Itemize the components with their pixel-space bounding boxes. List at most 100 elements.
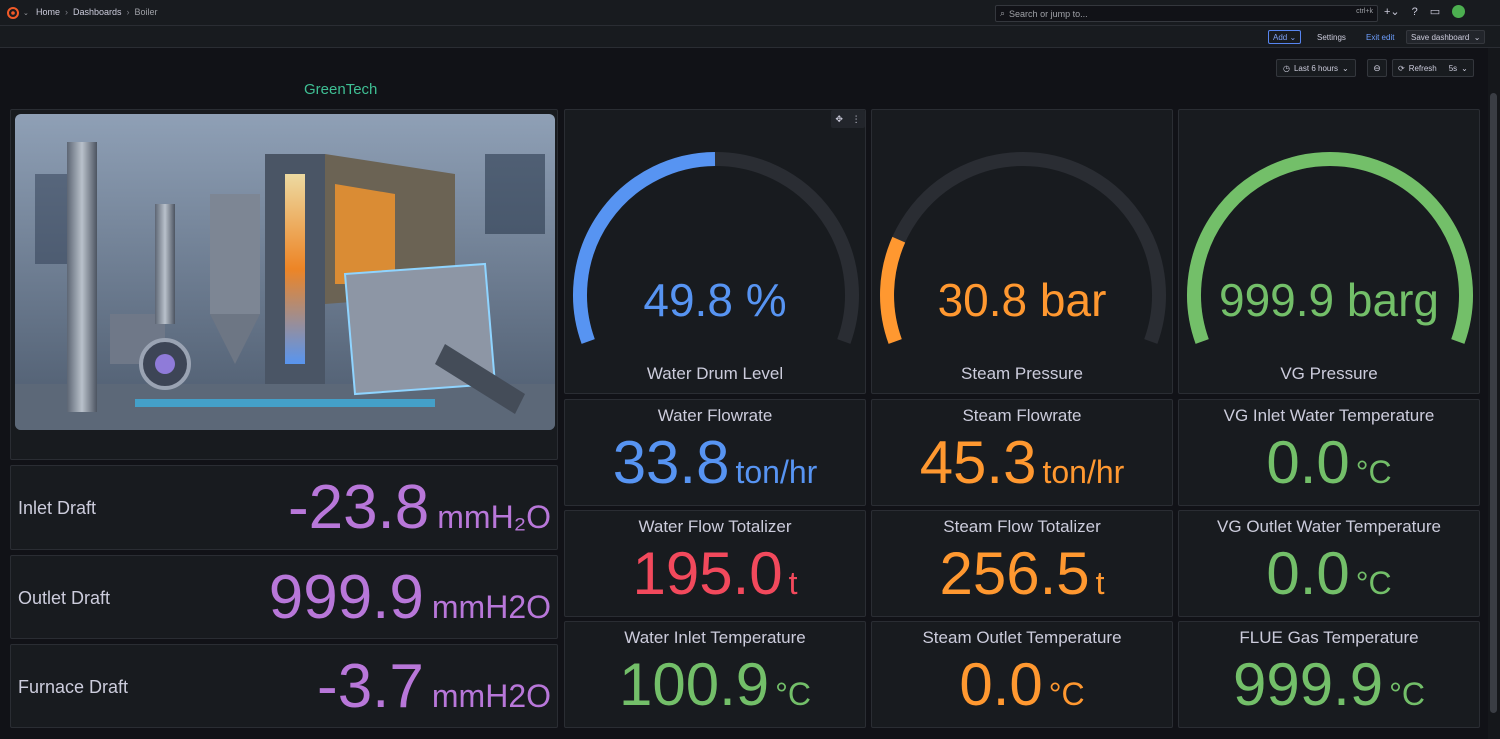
stat-value: 45.3 ton/hr	[872, 428, 1172, 497]
search-icon: ⌕	[1000, 8, 1006, 18]
stat-panel[interactable]: Steam Flow Totalizer 256.5 t	[871, 510, 1173, 617]
stat-value: 100.9 °C	[565, 650, 865, 719]
chevron-down-icon: ⌄	[1342, 63, 1349, 73]
news-icon[interactable]: ▭	[1429, 6, 1441, 18]
stat-panel[interactable]: FLUE Gas Temperature 999.9 °C	[1178, 621, 1480, 728]
draft-label: Outlet Draft	[18, 588, 111, 608]
stat-panel[interactable]: VG Outlet Water Temperature 0.0 °C	[1178, 510, 1480, 617]
draft-number: -23.8	[287, 473, 430, 542]
clock-icon: ◷	[1283, 63, 1290, 73]
grafana-logo-icon	[7, 7, 19, 19]
gauge-number: 49.8	[643, 274, 733, 326]
refresh-button[interactable]: ⟳ Refresh 5s ⌄	[1392, 59, 1474, 77]
gauge-value: 30.8 bar	[872, 273, 1172, 327]
search-shortcut: ctrl+k	[1356, 8, 1373, 15]
stat-title: Steam Outlet Temperature	[922, 628, 1122, 647]
time-range-label: Last 6 hours	[1293, 63, 1339, 73]
gauge-unit: barg	[1346, 274, 1439, 326]
brand-text: GreenTech	[304, 81, 378, 94]
stat-unit: ton/hr	[1042, 454, 1125, 490]
stat-value: 0.0 °C	[1179, 539, 1479, 608]
stat-value: 0.0 °C	[872, 650, 1172, 719]
breadcrumb: Home › Dashboards › Boiler	[36, 7, 158, 17]
gauge-svg	[1187, 151, 1473, 344]
save-label: Save dashboard	[1411, 32, 1470, 42]
top-right-icons: +⌄ ? ▭	[1384, 5, 1466, 18]
gauge-arc	[573, 152, 716, 344]
stat-value: 999.9 °C	[1179, 650, 1479, 719]
gauge-arc	[880, 236, 906, 344]
dashboard-toolbar	[0, 26, 1500, 48]
breadcrumb-home[interactable]: Home	[36, 7, 61, 17]
gauge-value: 999.9 barg	[1179, 273, 1479, 327]
avatar[interactable]	[1452, 5, 1466, 18]
gauge-title: Water Drum Level	[646, 364, 784, 383]
gauge-arc	[1187, 151, 1473, 344]
grafana-logo[interactable]: ⌄	[6, 6, 29, 20]
stat-title: VG Inlet Water Temperature	[1223, 406, 1435, 425]
boiler-illustration	[15, 114, 555, 430]
time-range-picker[interactable]: ◷ Last 6 hours ⌄	[1276, 59, 1356, 77]
plus-icon[interactable]: +⌄	[1384, 6, 1400, 18]
stat-number: 0.0	[959, 651, 1043, 718]
stat-panel[interactable]: Water Flow Totalizer 195.0 t	[564, 510, 866, 617]
draft-number: -3.7	[317, 652, 424, 721]
stat-panel[interactable]: Water Flowrate 33.8 ton/hr	[564, 399, 866, 506]
stat-panel[interactable]: Water Inlet Temperature 100.9 °C	[564, 621, 866, 728]
draft-value: -3.7 mmH2O	[317, 651, 551, 722]
stat-number: 33.8	[612, 429, 730, 496]
exit-edit-button[interactable]: Exit edit	[1366, 32, 1395, 42]
zoom-out-icon: ⊖	[1373, 62, 1381, 73]
furnace-draft-panel[interactable]: Furnace Draft -3.7 mmH2O	[10, 644, 558, 728]
draft-label: Inlet Draft	[18, 498, 97, 518]
chevron-right-icon: ›	[65, 7, 69, 17]
stat-number: 999.9	[1232, 651, 1384, 718]
search-input[interactable]: ⌕ Search or jump to... ctrl+k	[995, 5, 1378, 22]
gauge-panel-steam-pressure[interactable]: 30.8 bar Steam Pressure	[871, 109, 1173, 394]
chevron-down-icon: ⌄	[23, 10, 29, 17]
breadcrumb-current: Boiler	[134, 7, 158, 17]
stat-title: Water Flow Totalizer	[638, 517, 792, 536]
boiler-image-panel[interactable]	[10, 109, 558, 460]
stat-panel[interactable]: Steam Flowrate 45.3 ton/hr	[871, 399, 1173, 506]
stat-panel[interactable]: VG Inlet Water Temperature 0.0 °C	[1178, 399, 1480, 506]
add-label: Add	[1273, 32, 1288, 42]
gauge-number: 30.8	[937, 274, 1028, 326]
inlet-draft-panel[interactable]: Inlet Draft -23.8 mmH₂O	[10, 465, 558, 550]
gauge-svg	[573, 151, 859, 344]
gauge-title: VG Pressure	[1280, 364, 1378, 383]
add-button[interactable]: Add ⌄	[1268, 30, 1302, 44]
stat-unit: °C	[1389, 676, 1426, 712]
refresh-icon: ⟳	[1398, 63, 1405, 73]
move-icon[interactable]: ✥	[835, 113, 843, 124]
settings-button[interactable]: Settings	[1317, 32, 1346, 42]
top-nav-bar: ⌄ Home › Dashboards › Boiler ⌕ Search or…	[0, 0, 1500, 26]
breadcrumb-dashboards[interactable]: Dashboards	[73, 7, 122, 17]
draft-unit: mmH2O	[431, 678, 551, 714]
draft-label: Furnace Draft	[18, 677, 129, 697]
stat-number: 256.5	[939, 540, 1090, 607]
stat-value: 0.0 °C	[1179, 428, 1479, 497]
stat-value: 195.0 t	[565, 539, 865, 608]
gauge-value: 49.8 %	[565, 273, 865, 327]
gauge-panel-vg-pressure[interactable]: 999.9 barg VG Pressure	[1178, 109, 1480, 394]
stat-number: 0.0	[1266, 429, 1350, 496]
stat-title: Steam Flowrate	[962, 406, 1082, 425]
gauge-panel-water-drum-level[interactable]: 49.8 % Water Drum Level	[564, 109, 866, 394]
help-icon[interactable]: ?	[1411, 5, 1418, 18]
draft-number: 999.9	[268, 563, 424, 632]
gauge-unit: %	[745, 274, 787, 326]
zoom-out-button[interactable]: ⊖	[1367, 59, 1387, 77]
stat-panel[interactable]: Steam Outlet Temperature 0.0 °C	[871, 621, 1173, 728]
more-vertical-icon[interactable]: ⋮	[851, 113, 861, 124]
scrollbar-thumb[interactable]	[1490, 93, 1497, 713]
stat-unit: ton/hr	[735, 454, 818, 490]
stat-unit: °C	[1355, 565, 1392, 601]
gauge-title: Steam Pressure	[961, 364, 1083, 383]
gauge-number: 999.9	[1219, 274, 1335, 326]
refresh-interval[interactable]: 5s	[1448, 63, 1458, 73]
outlet-draft-panel[interactable]: Outlet Draft 999.9 mmH2O	[10, 555, 558, 639]
save-dashboard-button[interactable]: Save dashboard ⌄	[1406, 30, 1486, 44]
stat-number: 100.9	[618, 651, 770, 718]
stat-unit: t	[788, 565, 798, 601]
